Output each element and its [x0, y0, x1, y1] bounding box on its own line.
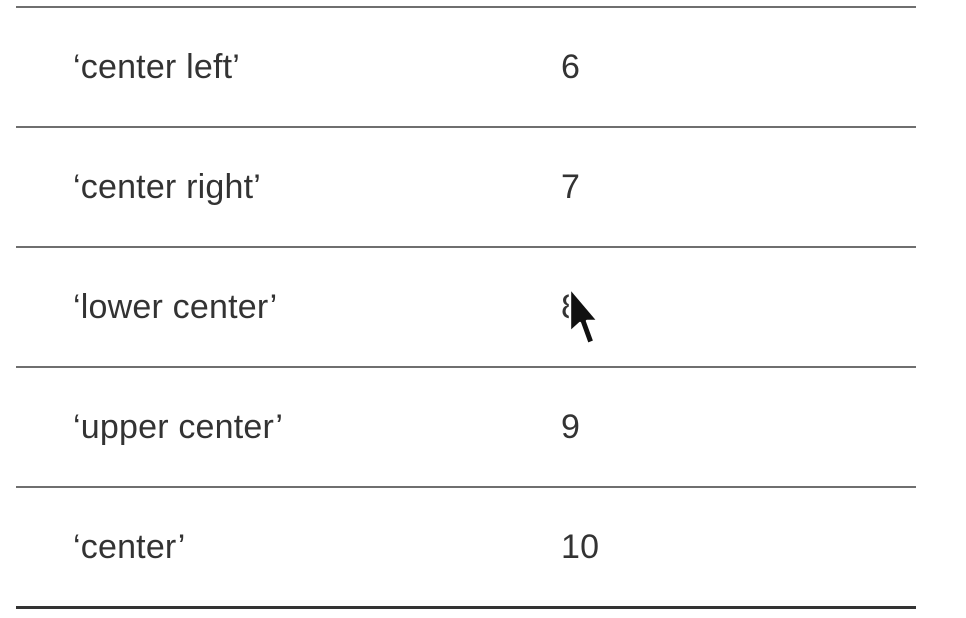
table-row: ‘center’ 10	[16, 488, 916, 606]
table-row: ‘lower center’ 8	[16, 248, 916, 366]
location-string-cell: ‘lower center’	[73, 288, 278, 326]
location-code-cell: 6	[561, 48, 581, 86]
table-divider	[16, 366, 916, 368]
table-bottom-rule	[16, 606, 916, 609]
table-divider	[16, 246, 916, 248]
location-code-cell: 7	[561, 168, 581, 206]
table-row: ‘center left’ 6	[16, 8, 916, 126]
table-divider	[16, 6, 916, 8]
table-divider	[16, 126, 916, 128]
mouse-pointer-icon	[568, 286, 598, 346]
location-code-cell: 9	[561, 408, 581, 446]
table-divider	[16, 486, 916, 488]
table-row: ‘center right’ 7	[16, 128, 916, 246]
location-code-cell: 10	[561, 528, 600, 566]
location-string-cell: ‘center’	[73, 528, 186, 566]
location-code-table: ‘center left’ 6 ‘center right’ 7 ‘lower …	[16, 6, 916, 609]
location-string-cell: ‘upper center’	[73, 408, 284, 446]
location-string-cell: ‘center right’	[73, 168, 261, 206]
location-string-cell: ‘center left’	[73, 48, 241, 86]
table-row: ‘upper center’ 9	[16, 368, 916, 486]
